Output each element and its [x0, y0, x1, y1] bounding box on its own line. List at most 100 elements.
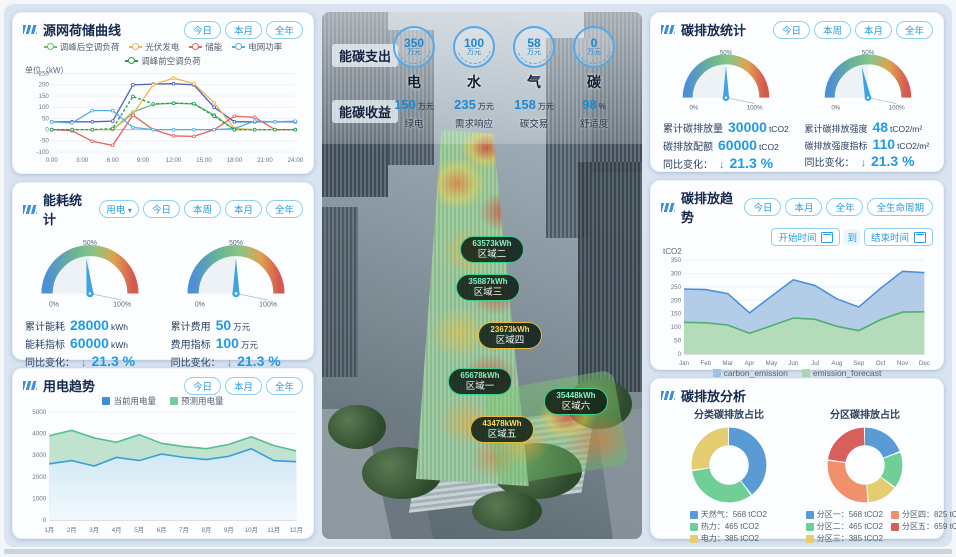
svg-text:12月: 12月: [290, 526, 303, 534]
y-axis-label: tCO2: [663, 247, 682, 256]
carbon-stats-button-4[interactable]: 全年: [895, 20, 933, 39]
grid-curve-button-3[interactable]: 全年: [265, 20, 303, 39]
svg-text:21:00: 21:00: [257, 157, 273, 164]
yoy-label: 同比变化：: [663, 160, 713, 172]
region-kwh: 43478kWh: [482, 419, 522, 428]
svg-text:3月: 3月: [89, 526, 99, 534]
expense-name: 碳: [587, 74, 601, 90]
svg-text:Mar: Mar: [722, 360, 734, 367]
carbon-stats-button-2[interactable]: 本周: [813, 20, 851, 39]
region-kwh: 23673kWh: [490, 325, 530, 334]
power-trend-button-3[interactable]: 全年: [265, 376, 303, 395]
carbon-trend-button-2[interactable]: 本月: [785, 198, 823, 216]
energy-gauge: 0% 50% 100%: [180, 230, 292, 317]
carbon-trend-chart: 350 300 250 200 150 100 50 0 Jan Feb Mar Apr May Jun J…: [661, 256, 933, 368]
svg-text:6月: 6月: [157, 526, 167, 534]
expense-circles: 350 万元电 100 万元水 58 万元气 0 万元碳: [384, 26, 624, 92]
category-donut-chart: [687, 423, 771, 507]
grid-curve-button-1[interactable]: 今日: [183, 20, 221, 39]
carbon-trend-button-1[interactable]: 今日: [744, 198, 782, 216]
legend-item: 分区四：825 tCO2: [890, 509, 956, 520]
energy-stats-button-1[interactable]: 今日: [142, 200, 180, 218]
panel-grid-curve: 源网荷储曲线 今日 本月 全年 调峰后空调负荷 光伏发电 储能 电网功率 调峰前空调负荷 单…: [12, 12, 314, 174]
expense-ring: 58 万元: [513, 26, 555, 68]
carbon-stats-button-3[interactable]: 本月: [854, 20, 892, 39]
svg-text:100: 100: [38, 104, 49, 111]
decrease-arrow-icon: ↓: [226, 357, 233, 370]
svg-text:7月: 7月: [179, 526, 189, 534]
building-view: 能碳支出 350 万元电 100 万元水 58 万元气 0 万元碳 能碳收益 150 万元 绿电 2…: [322, 12, 642, 539]
panel-carbon-analysis: 碳排放分析 分类碳排放占比 天然气：568 tCO2 热力：465 tCO2 电力：…: [650, 378, 956, 543]
legend-item: 电力：385 tCO2: [689, 533, 759, 544]
donut-subtitle: 分类碳排放占比: [693, 410, 764, 421]
carbon-stats-button-1[interactable]: 今日: [772, 20, 810, 39]
yoy-value: 21.3 %: [237, 353, 281, 370]
energy-stats-button-3[interactable]: 本月: [224, 200, 262, 218]
end-date-input[interactable]: 结束时间: [863, 228, 933, 246]
svg-text:50%: 50%: [229, 240, 243, 247]
legend-item: 分区二：465 tCO2: [805, 521, 883, 532]
region-marker[interactable]: 43478kWh 区域五: [470, 416, 534, 443]
energy-stats-button-group: 用电 ▾ 今日 本周 本月 全年: [99, 200, 303, 218]
svg-text:12:00: 12:00: [166, 157, 182, 164]
income-item: 98% 舒适度: [564, 98, 624, 131]
energy-type-dropdown[interactable]: 用电 ▾: [99, 200, 139, 218]
svg-text:May: May: [766, 360, 779, 367]
panel-carbon-stats: 碳排放统计 今日 本周 本月 全年 0% 50% 100% 累计碳排放量 30000 tCO2…: [650, 12, 944, 172]
energy-stats-button-4[interactable]: 全年: [265, 200, 303, 218]
date-range-filter: 开始时间 到 结束时间: [661, 228, 933, 246]
yoy-label: 同比变化：: [170, 358, 221, 370]
region-marker[interactable]: 35887kWh 区域三: [456, 274, 520, 301]
panel-power-trend: 用电趋势 今日 本月 全年 当前用电量 预测用电量 5000 4000 3000 2000 1…: [12, 368, 314, 539]
stat-value: 60000: [718, 137, 757, 154]
power-trend-button-2[interactable]: 本月: [224, 376, 262, 395]
carbon-gauge-block-2: 0% 50% 100% 累计碳排放强度 48 tCO2/m² 碳排放强度指标 110 tCO…: [802, 41, 933, 173]
stat-label: 能耗指标: [25, 340, 65, 352]
stat-value: 48: [872, 119, 889, 136]
legend-item: 分区一：568 tCO2: [805, 509, 883, 520]
date-to-label: 到: [844, 229, 860, 245]
carbon-gauge-block-1: 0% 50% 100% 累计碳排放量 30000 tCO2 碳排放配额 60000 tCO2…: [661, 41, 792, 173]
svg-text:100%: 100%: [888, 104, 904, 111]
region-marker[interactable]: 35448kWh 区域六: [544, 388, 608, 415]
grid-curve-chart: 250 200 150 100 50 0 -50 -100 0:00 3:00 6:00 9:00 12…: [23, 69, 303, 165]
yoy-label: 同比变化：: [25, 358, 75, 370]
svg-text:0%: 0%: [690, 104, 699, 111]
start-date-input[interactable]: 开始时间: [771, 228, 841, 246]
svg-text:0%: 0%: [195, 302, 205, 309]
stat-label: 累计费用: [170, 322, 211, 334]
expense-name: 气: [527, 74, 541, 90]
svg-text:9:00: 9:00: [137, 157, 150, 164]
carbon-trend-button-3[interactable]: 全年: [826, 198, 864, 216]
svg-text:10月: 10月: [245, 526, 258, 534]
yoy-value: 21.3 %: [91, 353, 136, 370]
income-name: 需求响应: [454, 119, 493, 130]
svg-text:0: 0: [45, 127, 49, 134]
energy-stats-button-2[interactable]: 本周: [183, 200, 221, 218]
dashboard-root: 源网荷储曲线 今日 本月 全年 调峰后空调负荷 光伏发电 储能 电网功率 调峰前空调负荷 单…: [4, 4, 956, 547]
region-marker[interactable]: 65678kWh 区域一: [448, 368, 512, 395]
panel-title: 用电趋势: [43, 379, 96, 394]
stat-unit: tCO2/m²: [897, 141, 930, 152]
region-marker[interactable]: 63573kWh 区域二: [460, 236, 524, 263]
legend-item: 光伏发电: [129, 41, 179, 53]
power-trend-button-1[interactable]: 今日: [183, 376, 221, 395]
svg-text:350: 350: [671, 257, 682, 264]
energy-gauge: 0% 50% 100%: [34, 230, 146, 317]
stat-unit: 万元: [233, 322, 251, 333]
svg-text:200: 200: [38, 82, 49, 89]
legend-item: 调峰前空调负荷: [125, 55, 201, 67]
grid-curve-button-2[interactable]: 本月: [224, 20, 262, 39]
stat-label: 碳排放配额: [663, 142, 713, 154]
svg-text:100: 100: [671, 324, 682, 331]
income-name: 舒适度: [579, 119, 609, 130]
region-name: 区域一: [465, 381, 495, 392]
carbon-trend-button-4[interactable]: 全生命周期: [867, 198, 933, 216]
income-name: 碳交易: [519, 119, 549, 130]
legend-item: 调峰后空调负荷: [43, 41, 119, 53]
region-name: 区域四: [495, 335, 525, 346]
panel-title: 源网荷储曲线: [43, 23, 122, 38]
region-marker[interactable]: 23673kWh 区域四: [478, 322, 542, 349]
panel-title-icon: [661, 25, 675, 34]
svg-text:24:00: 24:00: [288, 157, 303, 164]
